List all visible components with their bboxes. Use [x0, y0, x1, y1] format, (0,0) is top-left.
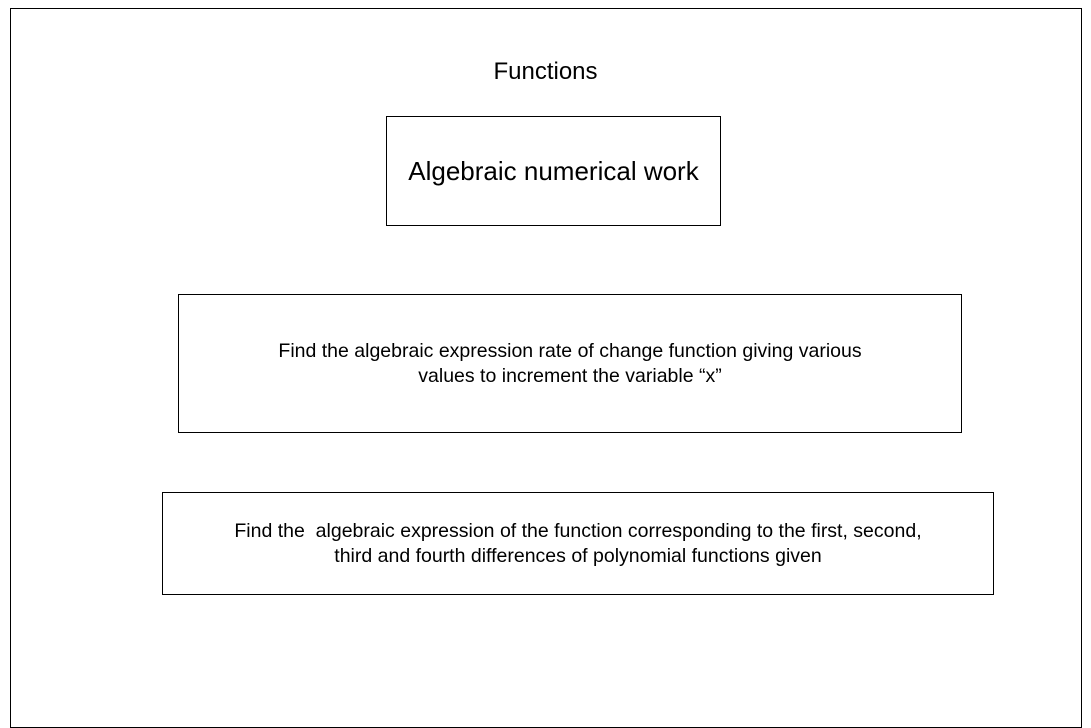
box-text: third and fourth differences of polynomi…	[334, 544, 822, 567]
box-text: Find the algebraic expression of the fun…	[234, 520, 922, 543]
box-text: Find the algebraic expression rate of ch…	[278, 340, 862, 363]
box: Algebraic numerical work	[386, 116, 721, 226]
title: Functions	[493, 58, 598, 85]
box-text: values to increment the variable “x”	[418, 364, 722, 387]
box: Find the algebraic expression rate of ch…	[178, 294, 962, 433]
box-text: Algebraic numerical work	[408, 155, 699, 186]
box: Find the algebraic expression of the fun…	[162, 492, 994, 595]
